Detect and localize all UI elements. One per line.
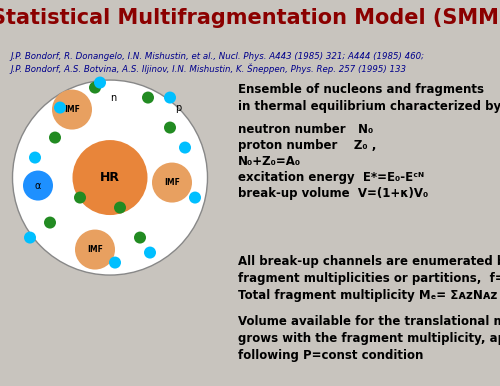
- Circle shape: [49, 132, 61, 144]
- Text: IMF: IMF: [164, 178, 180, 187]
- Text: excitation energy  E*=E₀-Eᶜᴺ: excitation energy E*=E₀-Eᶜᴺ: [238, 171, 424, 184]
- Circle shape: [75, 230, 115, 269]
- Circle shape: [89, 81, 101, 93]
- Circle shape: [52, 90, 92, 130]
- Text: All break-up channels are enumerated by the sets of: All break-up channels are enumerated by …: [238, 255, 500, 268]
- Text: IMF: IMF: [64, 105, 80, 114]
- Circle shape: [74, 191, 86, 203]
- Text: Statistical Multifragmentation Model (SMM): Statistical Multifragmentation Model (SM…: [0, 8, 500, 28]
- Circle shape: [144, 247, 156, 259]
- Text: grows with the fragment multiplicity, approximately: grows with the fragment multiplicity, ap…: [238, 332, 500, 345]
- Circle shape: [164, 91, 176, 103]
- Circle shape: [54, 102, 66, 113]
- Circle shape: [152, 163, 192, 203]
- Circle shape: [109, 257, 121, 269]
- Text: Ensemble of nucleons and fragments: Ensemble of nucleons and fragments: [238, 83, 484, 96]
- Circle shape: [29, 152, 41, 164]
- Circle shape: [142, 91, 154, 103]
- Text: α: α: [35, 181, 41, 191]
- Circle shape: [44, 217, 56, 229]
- Circle shape: [23, 171, 53, 201]
- Circle shape: [72, 140, 148, 215]
- Text: break-up volume  V=(1+κ)V₀: break-up volume V=(1+κ)V₀: [238, 187, 428, 200]
- Text: N₀+Z₀=A₀: N₀+Z₀=A₀: [238, 155, 301, 168]
- Circle shape: [12, 80, 207, 275]
- Circle shape: [114, 201, 126, 213]
- Text: HR: HR: [100, 171, 120, 184]
- Text: n: n: [110, 93, 116, 103]
- Text: following P=const condition: following P=const condition: [238, 349, 424, 362]
- Circle shape: [24, 232, 36, 244]
- Text: in thermal equilibrium characterized by: in thermal equilibrium characterized by: [238, 100, 500, 113]
- Text: fragment multiplicities or partitions,  f={Nᴀᴢ},: fragment multiplicities or partitions, f…: [238, 272, 500, 285]
- Circle shape: [134, 232, 146, 244]
- Text: p: p: [175, 103, 181, 113]
- Text: Total fragment multiplicity Mₑ= ΣᴀᴢNᴀᴢ: Total fragment multiplicity Mₑ= ΣᴀᴢNᴀᴢ: [238, 289, 498, 302]
- Circle shape: [164, 122, 176, 134]
- Text: J.P. Bondorf, A.S. Botvina, A.S. Iljinov, I.N. Mishustin, K. Šneppen, Phys. Rep.: J.P. Bondorf, A.S. Botvina, A.S. Iljinov…: [10, 64, 406, 74]
- Circle shape: [179, 142, 191, 154]
- Text: proton number    Z₀ ,: proton number Z₀ ,: [238, 139, 376, 152]
- Text: Volume available for the translational motion, Vₑ(M),: Volume available for the translational m…: [238, 315, 500, 328]
- Circle shape: [189, 191, 201, 203]
- Text: neutron number   N₀: neutron number N₀: [238, 123, 373, 136]
- Text: IMF: IMF: [87, 245, 103, 254]
- Text: J.P. Bondorf, R. Donangelo, I.N. Mishustin, et al., Nucl. Phys. A443 (1985) 321;: J.P. Bondorf, R. Donangelo, I.N. Mishust…: [10, 52, 424, 61]
- Circle shape: [94, 76, 106, 88]
